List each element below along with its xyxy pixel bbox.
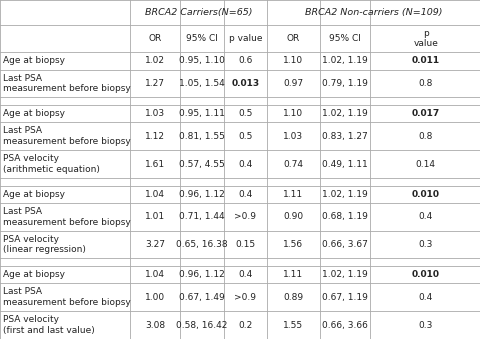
Text: 1.55: 1.55 — [283, 321, 303, 330]
Text: 0.15: 0.15 — [235, 240, 255, 249]
Text: 0.8: 0.8 — [418, 79, 432, 88]
Text: 0.4: 0.4 — [418, 212, 432, 221]
Text: 0.010: 0.010 — [411, 190, 439, 199]
Text: Last PSA
measurement before biopsy: Last PSA measurement before biopsy — [3, 207, 131, 227]
Text: 1.02: 1.02 — [145, 56, 165, 65]
Text: 0.89: 0.89 — [283, 293, 303, 302]
Text: 1.01: 1.01 — [145, 212, 165, 221]
Text: 0.67, 1.19: 0.67, 1.19 — [322, 293, 367, 302]
Text: 1.10: 1.10 — [283, 109, 303, 118]
Text: 1.61: 1.61 — [145, 160, 165, 168]
Text: 1.02, 1.19: 1.02, 1.19 — [322, 270, 367, 279]
Text: PSA velocity
(arithmetic equation): PSA velocity (arithmetic equation) — [3, 154, 100, 174]
Text: 0.65, 16.38: 0.65, 16.38 — [176, 240, 228, 249]
Text: 1.11: 1.11 — [283, 190, 303, 199]
Text: 0.95, 1.11: 0.95, 1.11 — [179, 109, 225, 118]
Text: Age at biopsy: Age at biopsy — [3, 270, 65, 279]
Text: Age at biopsy: Age at biopsy — [3, 109, 65, 118]
Text: 0.4: 0.4 — [238, 190, 252, 199]
Text: Last PSA
measurement before biopsy: Last PSA measurement before biopsy — [3, 287, 131, 307]
Text: >0.9: >0.9 — [234, 212, 256, 221]
Text: 1.02, 1.19: 1.02, 1.19 — [322, 109, 367, 118]
Text: 0.4: 0.4 — [418, 293, 432, 302]
Text: 1.05, 1.54: 1.05, 1.54 — [179, 79, 225, 88]
Text: 0.6: 0.6 — [238, 56, 252, 65]
Text: PSA velocity
(linear regression): PSA velocity (linear regression) — [3, 235, 86, 255]
Text: 0.4: 0.4 — [238, 270, 252, 279]
Text: PSA velocity
(first and last value): PSA velocity (first and last value) — [3, 315, 95, 335]
Text: 1.04: 1.04 — [145, 190, 165, 199]
Text: 1.12: 1.12 — [145, 132, 165, 141]
Text: 0.74: 0.74 — [283, 160, 303, 168]
Text: BRCA2 Carriers(N=65): BRCA2 Carriers(N=65) — [144, 8, 252, 17]
Text: 0.8: 0.8 — [418, 132, 432, 141]
Text: 0.2: 0.2 — [238, 321, 252, 330]
Text: 0.66, 3.66: 0.66, 3.66 — [322, 321, 367, 330]
Text: 0.58, 16.42: 0.58, 16.42 — [176, 321, 227, 330]
Text: Age at biopsy: Age at biopsy — [3, 190, 65, 199]
Text: 0.71, 1.44: 0.71, 1.44 — [179, 212, 224, 221]
Text: 3.08: 3.08 — [145, 321, 165, 330]
Text: >0.9: >0.9 — [234, 293, 256, 302]
Text: 0.81, 1.55: 0.81, 1.55 — [179, 132, 225, 141]
Text: 0.83, 1.27: 0.83, 1.27 — [322, 132, 367, 141]
Text: 0.57, 4.55: 0.57, 4.55 — [179, 160, 225, 168]
Text: 0.017: 0.017 — [411, 109, 439, 118]
Text: 0.013: 0.013 — [231, 79, 259, 88]
Text: 1.02, 1.19: 1.02, 1.19 — [322, 190, 367, 199]
Text: 0.68, 1.19: 0.68, 1.19 — [322, 212, 367, 221]
Text: 0.3: 0.3 — [418, 240, 432, 249]
Text: 0.95, 1.10: 0.95, 1.10 — [179, 56, 225, 65]
Text: 0.010: 0.010 — [411, 270, 439, 279]
Text: OR: OR — [286, 34, 300, 43]
Text: 95% CI: 95% CI — [186, 34, 217, 43]
Text: 1.56: 1.56 — [283, 240, 303, 249]
Text: 1.03: 1.03 — [283, 132, 303, 141]
Text: 0.97: 0.97 — [283, 79, 303, 88]
Text: 1.04: 1.04 — [145, 270, 165, 279]
Text: 95% CI: 95% CI — [328, 34, 360, 43]
Text: 1.02, 1.19: 1.02, 1.19 — [322, 56, 367, 65]
Text: Last PSA
measurement before biopsy: Last PSA measurement before biopsy — [3, 74, 131, 93]
Text: 0.011: 0.011 — [411, 56, 439, 65]
Text: 0.5: 0.5 — [238, 109, 252, 118]
Text: 1.11: 1.11 — [283, 270, 303, 279]
Text: OR: OR — [148, 34, 161, 43]
Text: 3.27: 3.27 — [145, 240, 165, 249]
Text: 0.5: 0.5 — [238, 132, 252, 141]
Text: 0.79, 1.19: 0.79, 1.19 — [322, 79, 367, 88]
Text: Age at biopsy: Age at biopsy — [3, 56, 65, 65]
Text: 0.66, 3.67: 0.66, 3.67 — [322, 240, 367, 249]
Text: 1.27: 1.27 — [145, 79, 165, 88]
Text: 0.14: 0.14 — [415, 160, 435, 168]
Text: 1.10: 1.10 — [283, 56, 303, 65]
Text: BRCA2 Non-carriers (N=109): BRCA2 Non-carriers (N=109) — [305, 8, 442, 17]
Text: 1.03: 1.03 — [145, 109, 165, 118]
Text: Last PSA
measurement before biopsy: Last PSA measurement before biopsy — [3, 126, 131, 146]
Text: 0.49, 1.11: 0.49, 1.11 — [322, 160, 367, 168]
Text: 0.96, 1.12: 0.96, 1.12 — [179, 270, 225, 279]
Text: 0.4: 0.4 — [238, 160, 252, 168]
Text: 0.96, 1.12: 0.96, 1.12 — [179, 190, 225, 199]
Text: 0.3: 0.3 — [418, 321, 432, 330]
Text: 0.67, 1.49: 0.67, 1.49 — [179, 293, 225, 302]
Text: p
value: p value — [412, 29, 437, 48]
Text: 0.90: 0.90 — [283, 212, 303, 221]
Text: p value: p value — [228, 34, 262, 43]
Text: 1.00: 1.00 — [145, 293, 165, 302]
